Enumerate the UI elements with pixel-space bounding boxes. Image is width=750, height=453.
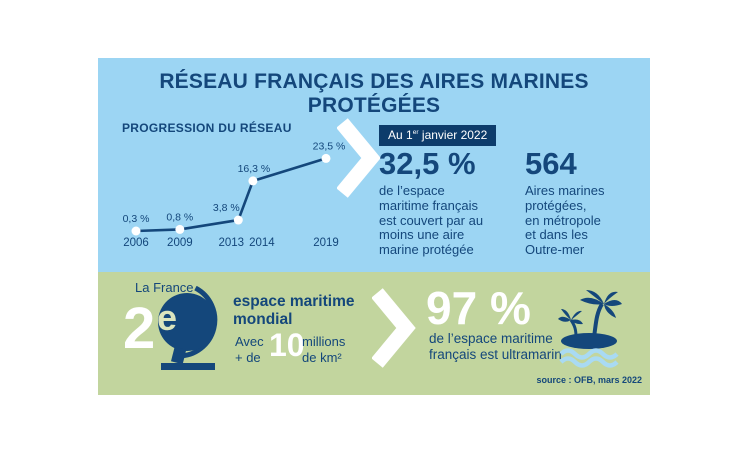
- stat-ultramarin-desc: de l’espace maritime français est ultram…: [429, 331, 562, 362]
- chart-point: [131, 226, 141, 236]
- chart-point: [248, 176, 258, 186]
- date-badge-sup: er: [412, 129, 419, 136]
- chart-tick-label: 2013: [219, 237, 245, 249]
- chart-point-label: 0,3 %: [123, 213, 150, 225]
- stat-coverage-desc: de l’espace maritime français est couver…: [379, 183, 484, 258]
- rank-qualifier-right: millions de km²: [302, 334, 346, 365]
- chart-tick-label: 2014: [249, 237, 275, 249]
- chart-point: [233, 215, 243, 225]
- chevron-right-icon: [337, 118, 381, 198]
- chart-point: [175, 224, 185, 234]
- chart-tick-label: 2006: [123, 237, 149, 249]
- island-palm-icon: [558, 290, 622, 368]
- chart-point-label: 3,8 %: [213, 202, 240, 214]
- chart-point-label: 23,5 %: [313, 140, 346, 152]
- chevron-right-icon: [372, 288, 416, 368]
- date-badge-suffix: janvier 2022: [418, 128, 488, 142]
- chart-title: PROGRESSION DU RÉSEAU: [122, 121, 292, 135]
- chart-line: [135, 157, 327, 233]
- big-ten-number: 10: [269, 327, 305, 363]
- date-badge-text: Au 1: [388, 128, 413, 142]
- la-france-label: La France: [135, 280, 194, 295]
- stat-coverage: 32,5 % de l’espace maritime français est…: [379, 147, 529, 258]
- progression-line-chart: 0,3 % 2006 0,8 % 2009 3,8 % 2013 16,3 % 2014 23,…: [123, 140, 346, 249]
- rank-suffix: e: [157, 297, 178, 338]
- rank-qualifier-left: Avec + de: [235, 334, 264, 365]
- chart-tick-label: 2009: [167, 237, 193, 249]
- stat-count-value: 564: [525, 146, 577, 181]
- chart-point-label: 0,8 %: [166, 211, 193, 223]
- rank-title: espace maritime mondial: [233, 293, 355, 328]
- stat-ultramarin-value: 97 %: [426, 282, 531, 334]
- stat-count: 564 Aires marines protégées, en métropol…: [525, 147, 650, 258]
- rank-number: 2: [123, 296, 156, 361]
- chart-point-label: 16,3 %: [238, 163, 271, 175]
- stat-coverage-value: 32,5 %: [379, 146, 476, 181]
- chart-point: [321, 153, 331, 163]
- page-title: RÉSEAU FRANÇAIS DES AIRES MARINES PROTÉG…: [159, 70, 589, 117]
- date-badge: Au 1er janvier 2022: [379, 125, 497, 146]
- poster: RÉSEAU FRANÇAIS DES AIRES MARINES PROTÉG…: [98, 58, 650, 395]
- globe-icon: [158, 286, 218, 370]
- source-credit: source : OFB, mars 2022: [536, 375, 642, 385]
- chart-tick-label: 2019: [313, 237, 339, 249]
- stat-count-desc: Aires marines protégées, en métropole et…: [525, 183, 605, 258]
